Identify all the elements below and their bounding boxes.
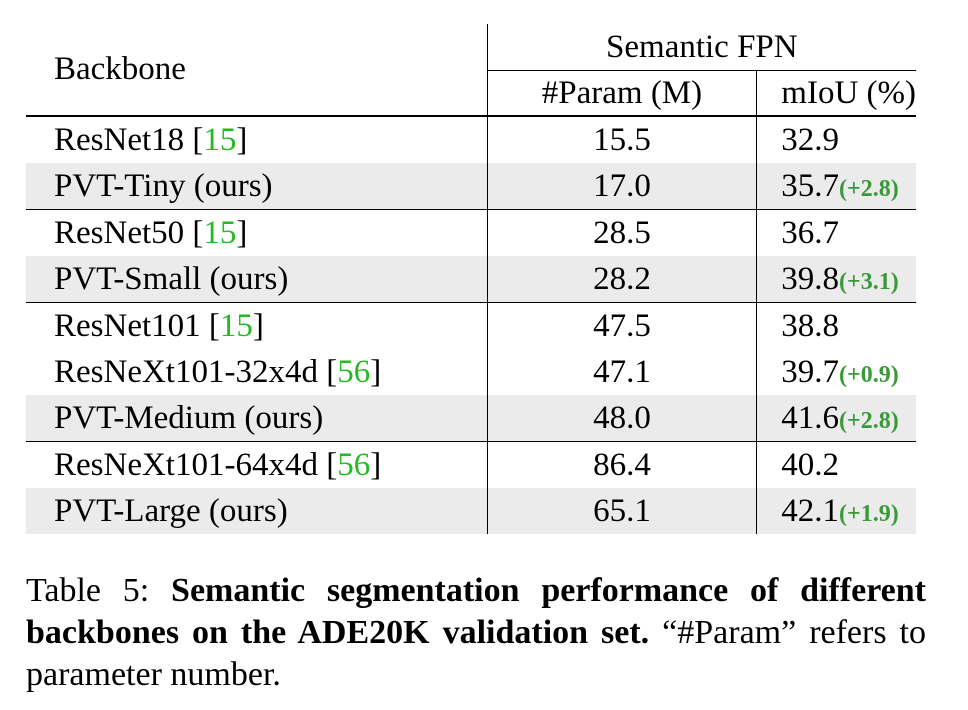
backbone-name: ResNet101 [54,307,209,344]
backbone-cell: ResNet18 [15] [26,115,488,163]
param-cell: 28.5 [486,209,757,256]
table-row: ResNet18 [15] 15.5 32.9 [26,115,916,163]
citation-link[interactable]: 15 [203,214,237,251]
caption-rest: “#Param” refers to parameter number. [26,614,927,693]
miou-cell: 38.8 [756,302,916,349]
backbone-name: PVT-Medium (ours) [54,399,324,436]
cite-bracket: [ [326,446,338,483]
header-param: #Param (M) [486,70,757,116]
header-row-1: Backbone Semantic FPN [26,24,916,86]
miou-cell: 39.7(+0.9) [756,349,916,395]
cite-bracket: ] [370,353,382,390]
cite-bracket: ] [236,121,248,158]
backbone-cell: PVT-Small (ours) [26,256,488,303]
miou-cell: 35.7(+2.8) [756,163,916,210]
backbone-cell: PVT-Large (ours) [26,488,488,534]
citation-link[interactable]: 56 [337,446,371,483]
caption-label: Table 5: [26,572,172,609]
miou-cell: 42.1(+1.9) [756,488,916,534]
caption-bold-title: Semantic segmentation performance of dif… [26,572,926,651]
header-miou: mIoU (%) [756,70,916,116]
backbone-name: PVT-Tiny (ours) [54,167,273,204]
cite-bracket: [ [192,214,204,251]
param-cell: 17.0 [486,163,757,210]
results-table-container: Backbone Semantic FPN #Param (M) mIoU (%… [26,24,916,534]
backbone-cell: ResNeXt101-64x4d [56] [26,441,488,488]
param-cell: 47.5 [486,302,757,349]
param-cell: 47.1 [486,349,757,395]
param-cell: 86.4 [486,441,757,488]
miou-cell: 32.9 [756,115,916,163]
miou-gain: (+2.8) [839,175,899,202]
param-cell: 28.2 [486,256,757,303]
miou-cell: 40.2 [756,441,916,488]
table-caption: Table 5: Semantic segmentation performan… [26,570,926,696]
miou-value: 39.8 [781,260,840,297]
miou-cell: 41.6(+2.8) [756,395,916,442]
header-backbone: Backbone [54,51,186,87]
miou-value: 40.2 [781,446,840,483]
backbone-name: ResNet18 [54,121,193,158]
miou-value: 42.1 [781,492,840,529]
table-row: PVT-Tiny (ours) 17.0 35.7(+2.8) [26,163,916,210]
table-row: ResNet50 [15] 28.5 36.7 [26,209,916,256]
cite-bracket: [ [192,121,204,158]
miou-gain: (+3.1) [839,268,899,295]
miou-value: 36.7 [781,214,840,251]
table-row: ResNeXt101-64x4d [56] 86.4 40.2 [26,441,916,488]
header-row-2: #Param (M) mIoU (%) [26,70,916,116]
table-row: ResNeXt101-32x4d [56] 47.1 39.7(+0.9) [26,349,916,395]
backbone-name: ResNeXt101-64x4d [54,446,327,483]
backbone-name: PVT-Small (ours) [54,260,289,297]
cite-bracket: [ [208,307,220,344]
backbone-name: ResNeXt101-32x4d [54,353,327,390]
backbone-cell: ResNet101 [15] [26,302,488,349]
citation-link[interactable]: 15 [203,121,237,158]
table-row: PVT-Large (ours) 65.1 42.1(+1.9) [26,488,916,534]
miou-cell: 36.7 [756,209,916,256]
table-row: PVT-Small (ours) 28.2 39.8(+3.1) [26,256,916,303]
backbone-cell: PVT-Tiny (ours) [26,163,488,210]
miou-value: 38.8 [781,307,840,344]
header-semantic-fpn: Semantic FPN [486,24,916,71]
cite-bracket: [ [326,353,338,390]
miou-value: 39.7 [781,353,840,390]
backbone-cell: ResNeXt101-32x4d [56] [26,349,487,395]
backbone-cell: ResNet50 [15] [26,209,488,256]
miou-cell: 39.8(+3.1) [756,256,916,303]
miou-gain: (+0.9) [839,361,899,388]
citation-link[interactable]: 56 [337,353,371,390]
backbone-name: ResNet50 [54,214,193,251]
miou-value: 35.7 [781,167,840,204]
backbone-cell: PVT-Medium (ours) [26,395,488,442]
cite-bracket: ] [252,307,264,344]
param-cell: 48.0 [486,395,757,442]
param-cell: 15.5 [486,115,757,163]
miou-value: 41.6 [781,399,840,436]
table-row: ResNet101 [15] 47.5 38.8 [26,302,916,349]
param-cell: 65.1 [486,488,757,534]
table-row: PVT-Medium (ours) 48.0 41.6(+2.8) [26,395,916,442]
cite-bracket: ] [236,214,248,251]
results-table: Backbone Semantic FPN #Param (M) mIoU (%… [26,24,916,534]
miou-value: 32.9 [781,121,840,158]
miou-gain: (+2.8) [839,407,899,434]
citation-link[interactable]: 15 [219,307,253,344]
cite-bracket: ] [370,446,382,483]
backbone-name: PVT-Large (ours) [54,492,288,529]
miou-gain: (+1.9) [839,500,899,527]
